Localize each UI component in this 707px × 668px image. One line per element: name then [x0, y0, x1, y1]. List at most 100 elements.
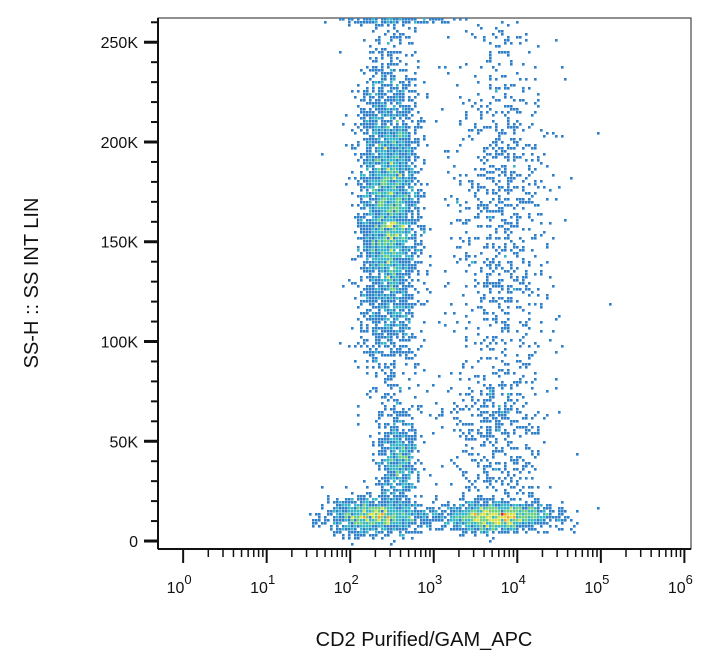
- event-dot: [378, 153, 381, 156]
- event-dot: [528, 423, 531, 426]
- event-dot: [417, 120, 420, 123]
- event-dot: [435, 516, 438, 519]
- event-dot: [372, 30, 375, 33]
- event-dot: [432, 516, 435, 519]
- event-dot: [543, 519, 546, 522]
- event-dot: [474, 498, 477, 501]
- event-dot: [489, 462, 492, 465]
- event-dot: [390, 498, 393, 501]
- event-dot: [495, 417, 498, 420]
- event-dot: [393, 51, 396, 54]
- event-dot: [402, 96, 405, 99]
- event-dot: [459, 435, 462, 438]
- event-dot: [360, 216, 363, 219]
- event-dot: [504, 528, 507, 531]
- event-dot: [405, 453, 408, 456]
- event-dot: [402, 339, 405, 342]
- event-dot: [447, 150, 450, 153]
- event-dot: [549, 504, 552, 507]
- event-dot: [576, 453, 579, 456]
- event-dot: [507, 411, 510, 414]
- event-dot: [351, 498, 354, 501]
- event-dot: [381, 351, 384, 354]
- event-dot: [405, 522, 408, 525]
- event-dot: [522, 186, 525, 189]
- event-dot: [501, 201, 504, 204]
- event-dot: [402, 258, 405, 261]
- event-dot: [399, 237, 402, 240]
- event-dot: [378, 279, 381, 282]
- event-dot: [525, 78, 528, 81]
- event-dot: [381, 144, 384, 147]
- event-dot: [441, 108, 444, 111]
- event-dot: [444, 198, 447, 201]
- event-dot: [378, 69, 381, 72]
- event-dot: [546, 165, 549, 168]
- event-dot: [411, 78, 414, 81]
- event-dot: [477, 510, 480, 513]
- event-dot: [384, 285, 387, 288]
- event-dot: [408, 504, 411, 507]
- event-dot: [399, 99, 402, 102]
- event-dot: [402, 93, 405, 96]
- event-dot: [372, 276, 375, 279]
- event-dot: [393, 192, 396, 195]
- event-dot: [408, 465, 411, 468]
- event-dot: [345, 507, 348, 510]
- event-dot: [417, 405, 420, 408]
- event-dot: [477, 462, 480, 465]
- event-dot: [465, 507, 468, 510]
- event-dot: [369, 165, 372, 168]
- event-dot: [408, 378, 411, 381]
- event-dot: [396, 216, 399, 219]
- event-dot: [528, 216, 531, 219]
- event-dot: [387, 72, 390, 75]
- event-dot: [477, 132, 480, 135]
- event-dot: [399, 156, 402, 159]
- event-dot: [393, 132, 396, 135]
- event-dot: [513, 519, 516, 522]
- event-dot: [405, 222, 408, 225]
- event-dot: [408, 231, 411, 234]
- event-dot: [330, 513, 333, 516]
- event-dot: [360, 69, 363, 72]
- event-dot: [462, 294, 465, 297]
- event-dot: [546, 522, 549, 525]
- event-dot: [402, 159, 405, 162]
- event-dot: [393, 462, 396, 465]
- event-dot: [384, 48, 387, 51]
- event-dot: [393, 78, 396, 81]
- event-dot: [405, 168, 408, 171]
- event-dot: [378, 303, 381, 306]
- event-dot: [393, 306, 396, 309]
- event-dot: [528, 345, 531, 348]
- event-dot: [408, 471, 411, 474]
- event-dot: [369, 123, 372, 126]
- event-dot: [336, 525, 339, 528]
- event-dot: [390, 450, 393, 453]
- event-dot: [378, 513, 381, 516]
- event-dot: [498, 477, 501, 480]
- event-dot: [405, 357, 408, 360]
- event-dot: [378, 90, 381, 93]
- event-dot: [471, 531, 474, 534]
- event-dot: [519, 504, 522, 507]
- event-dot: [402, 150, 405, 153]
- event-dot: [492, 453, 495, 456]
- event-dot: [378, 177, 381, 180]
- event-dot: [378, 282, 381, 285]
- event-dot: [495, 78, 498, 81]
- event-dot: [369, 204, 372, 207]
- event-dot: [405, 249, 408, 252]
- event-dot: [360, 198, 363, 201]
- event-dot: [390, 330, 393, 333]
- event-dot: [525, 159, 528, 162]
- event-dot: [360, 528, 363, 531]
- event-dot: [390, 471, 393, 474]
- event-dot: [405, 333, 408, 336]
- event-dot: [519, 345, 522, 348]
- event-dot: [369, 126, 372, 129]
- event-dot: [420, 189, 423, 192]
- event-dot: [477, 93, 480, 96]
- event-dot: [489, 429, 492, 432]
